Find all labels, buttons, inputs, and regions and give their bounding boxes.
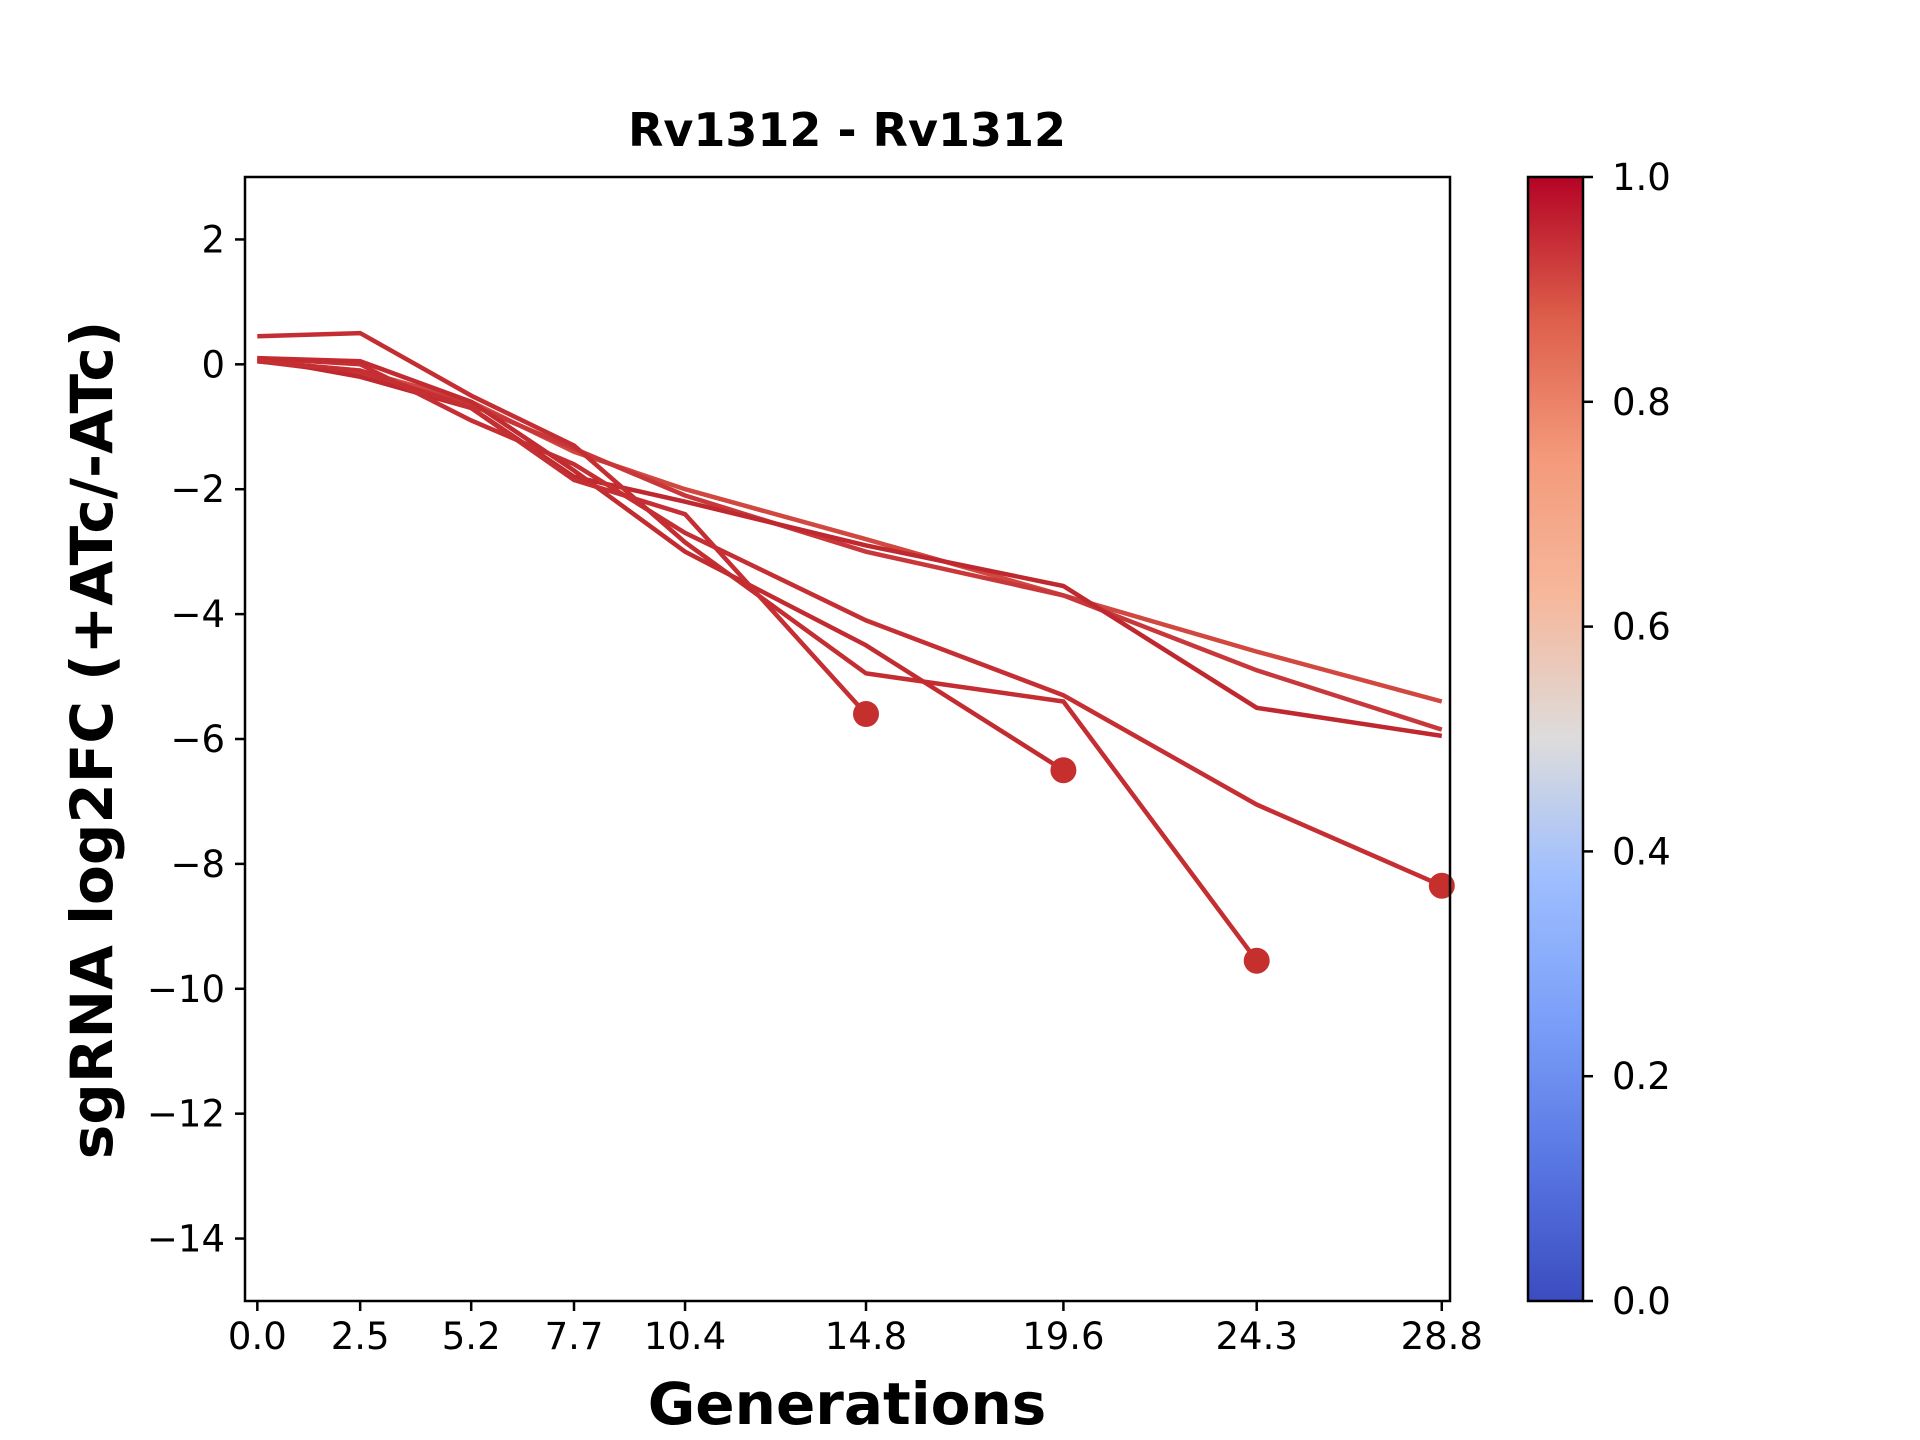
y-tick-label: 0 [201, 343, 225, 386]
x-tick-label: 0.0 [228, 1315, 287, 1358]
chart-title: Rv1312 - Rv1312 [628, 103, 1066, 157]
x-tick-label: 7.7 [545, 1315, 604, 1358]
x-tick-label: 2.5 [331, 1315, 390, 1358]
series-end-marker-7 [853, 701, 879, 727]
colorbar-tick-label: 1.0 [1612, 156, 1671, 199]
series-line-1 [257, 358, 1443, 704]
series-group [256, 330, 1455, 974]
colorbar-tick-label: 0.8 [1612, 381, 1671, 424]
x-tick-label: 19.6 [1022, 1315, 1104, 1358]
colorbar-tick-label: 0.0 [1612, 1280, 1671, 1323]
y-tick-label: 2 [201, 218, 225, 261]
x-tick-label: 14.8 [825, 1315, 907, 1358]
x-axis-label: Generations [648, 1370, 1047, 1438]
x-tick-label: 28.8 [1401, 1315, 1483, 1358]
plot-frame [243, 175, 1452, 1303]
series-end-marker-6 [1050, 757, 1077, 784]
y-axis-label: sgRNA log2FC (+ATc/-ATc) [58, 321, 126, 1159]
series-line-7 [257, 358, 868, 716]
series-line-6 [257, 355, 1065, 773]
y-tick-label: −14 [147, 1218, 225, 1261]
series-line-3 [256, 355, 1443, 739]
x-tick-label: 10.4 [644, 1315, 726, 1358]
y-tick-label: −4 [170, 593, 225, 636]
series-line-5 [257, 330, 1259, 963]
colorbar-tick-label: 0.2 [1612, 1055, 1671, 1098]
series-end-marker-5 [1243, 947, 1270, 974]
y-tick-label: −2 [170, 468, 225, 511]
series-line-2 [257, 358, 1443, 732]
colorbar-tick-label: 0.6 [1612, 606, 1671, 649]
y-tick-label: −10 [147, 968, 225, 1011]
series-end-marker-4 [1428, 872, 1455, 899]
x-tick-label: 24.3 [1216, 1315, 1298, 1358]
y-axis: 2 0 −2 −4 −6 −8 −10 −12 −14 [147, 218, 245, 1261]
colorbar-tick-label: 0.4 [1612, 830, 1671, 873]
x-axis: 0.0 2.5 5.2 7.7 10.4 14.8 19.6 24.3 28.8 [228, 1301, 1483, 1358]
y-tick-label: −12 [147, 1093, 225, 1136]
series-line-4 [257, 355, 1443, 888]
colorbar-gradient [1526, 175, 1585, 1303]
x-tick-label: 5.2 [442, 1315, 501, 1358]
y-tick-label: −8 [170, 843, 225, 886]
y-tick-label: −6 [170, 718, 225, 761]
colorbar-axis: 0.0 0.2 0.4 0.6 0.8 1.0 [1583, 156, 1671, 1323]
colorbar: 0.0 0.2 0.4 0.6 0.8 1.0 [1526, 156, 1671, 1323]
